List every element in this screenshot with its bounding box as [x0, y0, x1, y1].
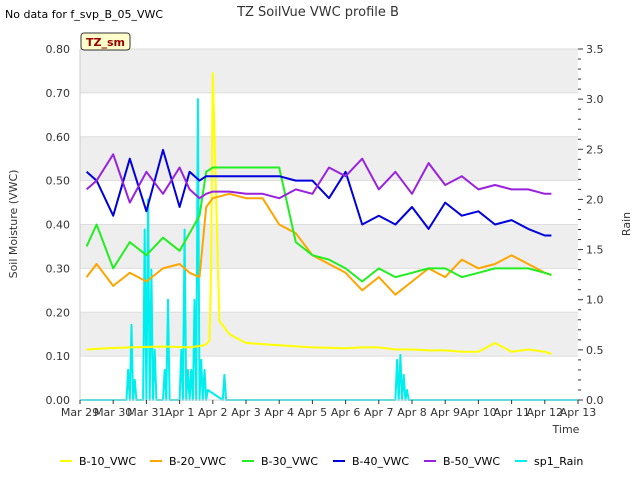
grid-band	[80, 224, 578, 269]
x-tick-label: Mar 31	[127, 406, 165, 419]
y-tick-label: 0.60	[46, 131, 71, 144]
x-tick-label: Apr 9	[430, 406, 460, 419]
grid-band	[80, 312, 578, 357]
y-tick-label: 0.00	[46, 394, 71, 407]
y-tick-label: 0.80	[46, 43, 71, 56]
y2-tick-label: 0.0	[586, 394, 604, 407]
badge-label: TZ_sm	[86, 36, 125, 49]
chart-title: TZ SoilVue VWC profile B	[236, 5, 399, 20]
y2-tick-label: 2.5	[586, 143, 604, 156]
legend-label-B-50_VWC: B-50_VWC	[443, 455, 500, 468]
x-tick-label: Mar 29	[61, 406, 99, 419]
x-tick-label: Apr 8	[397, 406, 427, 419]
no-data-note: No data for f_svp_B_05_VWC	[5, 8, 163, 21]
series-line-sp1_Rain	[80, 98, 578, 401]
y-tick-label: 0.40	[46, 219, 71, 232]
y2-axis-label: Rain	[620, 212, 633, 236]
x-axis-label: Time	[552, 423, 580, 436]
y-tick-label: 0.10	[46, 350, 71, 363]
y2-tick-label: 2.0	[586, 193, 604, 206]
x-tick-label: Apr 3	[231, 406, 261, 419]
series-layer	[80, 72, 578, 401]
x-tick-label: Apr 11	[493, 406, 530, 419]
legend-label-B-10_VWC: B-10_VWC	[79, 455, 136, 468]
x-tick-label: Apr 7	[364, 406, 394, 419]
y2-tick-label: 1.0	[586, 294, 604, 307]
series-line-B-20_VWC	[85, 192, 552, 296]
x-tick-label: Apr 12	[527, 406, 564, 419]
legend-label-sp1_Rain: sp1_Rain	[534, 455, 583, 468]
x-tick-label: Apr 2	[198, 406, 228, 419]
y-tick-label: 0.70	[46, 87, 71, 100]
y2-tick-label: 3.5	[586, 43, 604, 56]
badge: TZ_sm	[80, 32, 131, 51]
y-tick-label: 0.50	[46, 175, 71, 188]
series-line-B-40_VWC	[85, 148, 552, 237]
y2-tick-label: 1.5	[586, 244, 604, 257]
legend-label-B-30_VWC: B-30_VWC	[261, 455, 318, 468]
grid-band	[80, 136, 578, 181]
y-axis-label: Soil Moisture (VWC)	[7, 170, 20, 279]
y2-tick-label: 3.0	[586, 93, 604, 106]
legend-label-B-40_VWC: B-40_VWC	[352, 455, 409, 468]
y-tick-label: 0.30	[46, 262, 71, 275]
ticks-layer: 0.00 0.10 0.20 0.30 0.40 0.50 0.60 0.70 0.80 0.0 0…	[46, 43, 604, 419]
x-tick-label: Apr 5	[298, 406, 328, 419]
x-tick-label: Apr 13	[560, 406, 597, 419]
x-tick-label: Mar 30	[94, 406, 132, 419]
axes	[79, 49, 578, 401]
grid-band	[80, 49, 578, 93]
series-line-B-10_VWC	[86, 72, 552, 355]
legend-label-B-20_VWC: B-20_VWC	[169, 455, 226, 468]
series-line-B-50_VWC	[85, 153, 552, 204]
y2-tick-label: 0.5	[586, 344, 604, 357]
y-tick-label: 0.20	[46, 306, 71, 319]
badge-box	[80, 32, 131, 51]
x-tick-label: Apr 4	[264, 406, 294, 419]
x-tick-label: Apr 1	[165, 406, 195, 419]
x-tick-label: Apr 10	[460, 406, 497, 419]
x-tick-label: Apr 6	[331, 406, 361, 419]
series-line-B-30_VWC	[85, 166, 552, 283]
legend: B-10_VWC B-20_VWC B-30_VWC B-40_VWC B-50_VWC…	[60, 455, 583, 468]
